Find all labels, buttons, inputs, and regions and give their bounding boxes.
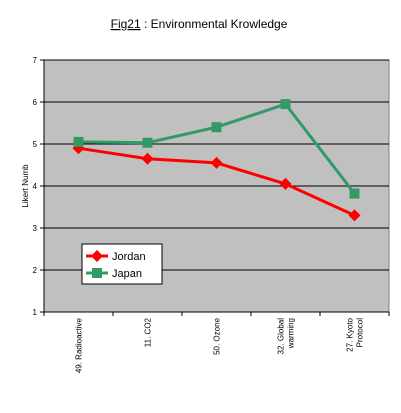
y-tick-label-5: 5 xyxy=(33,140,38,149)
legend-swatch-marker-japan xyxy=(92,268,102,278)
x-tick-label-4: 32. Globalwarming xyxy=(277,318,296,355)
chart-title-text: : Environmental Krowledge xyxy=(141,17,288,31)
x-tick-label-line: 32. Global xyxy=(277,318,286,355)
y-tick-label-4: 4 xyxy=(33,182,38,191)
x-tick-label-2: 11. CO2 xyxy=(144,317,153,347)
data-point-japan-3 xyxy=(211,122,222,133)
x-tick-label-line: 50. Ozone xyxy=(213,317,222,354)
data-point-jordan-4 xyxy=(279,177,292,190)
legend-label-jordan: Jordan xyxy=(112,251,146,263)
data-point-japan-1 xyxy=(73,136,84,147)
legend-label-japan: Japan xyxy=(112,268,142,280)
chart-title-figure-number: Fig21 xyxy=(111,17,141,31)
y-tick-label-1: 1 xyxy=(33,308,38,317)
x-tick-label-3: 50. Ozone xyxy=(213,317,222,354)
data-point-japan-5 xyxy=(349,188,360,199)
y-tick-label-2: 2 xyxy=(33,266,38,275)
data-point-japan-2 xyxy=(142,137,153,148)
y-tick-label-7: 7 xyxy=(33,56,38,65)
x-tick-label-line: 11. CO2 xyxy=(144,317,153,347)
x-tick-label-line: 27. Kyoto xyxy=(346,317,355,351)
x-tick-label-5: 27. KyotoProtocol xyxy=(346,317,365,351)
y-axis-label: Likert Numb xyxy=(21,164,30,208)
x-tick-label-1: 49. Radioactive xyxy=(75,317,84,373)
legend-swatch-marker-jordan xyxy=(91,250,103,262)
data-point-jordan-2 xyxy=(141,152,154,165)
x-tick-label-line: 49. Radioactive xyxy=(75,317,84,373)
x-tick-label-line: Protocol xyxy=(356,318,365,348)
data-point-japan-4 xyxy=(280,99,291,110)
plot-area-group: 1 2 3 4 5 6 7 49. Radioactive 11. CO2 50. Ozone 32… xyxy=(21,56,390,373)
y-tick-label-3: 3 xyxy=(33,224,38,233)
chart-title: Fig21 : Environmental Krowledge xyxy=(111,17,288,31)
y-tick-label-6: 6 xyxy=(33,98,38,107)
data-point-jordan-3 xyxy=(210,156,223,169)
x-tick-label-line: warming xyxy=(287,318,296,349)
data-point-jordan-5 xyxy=(348,209,361,222)
